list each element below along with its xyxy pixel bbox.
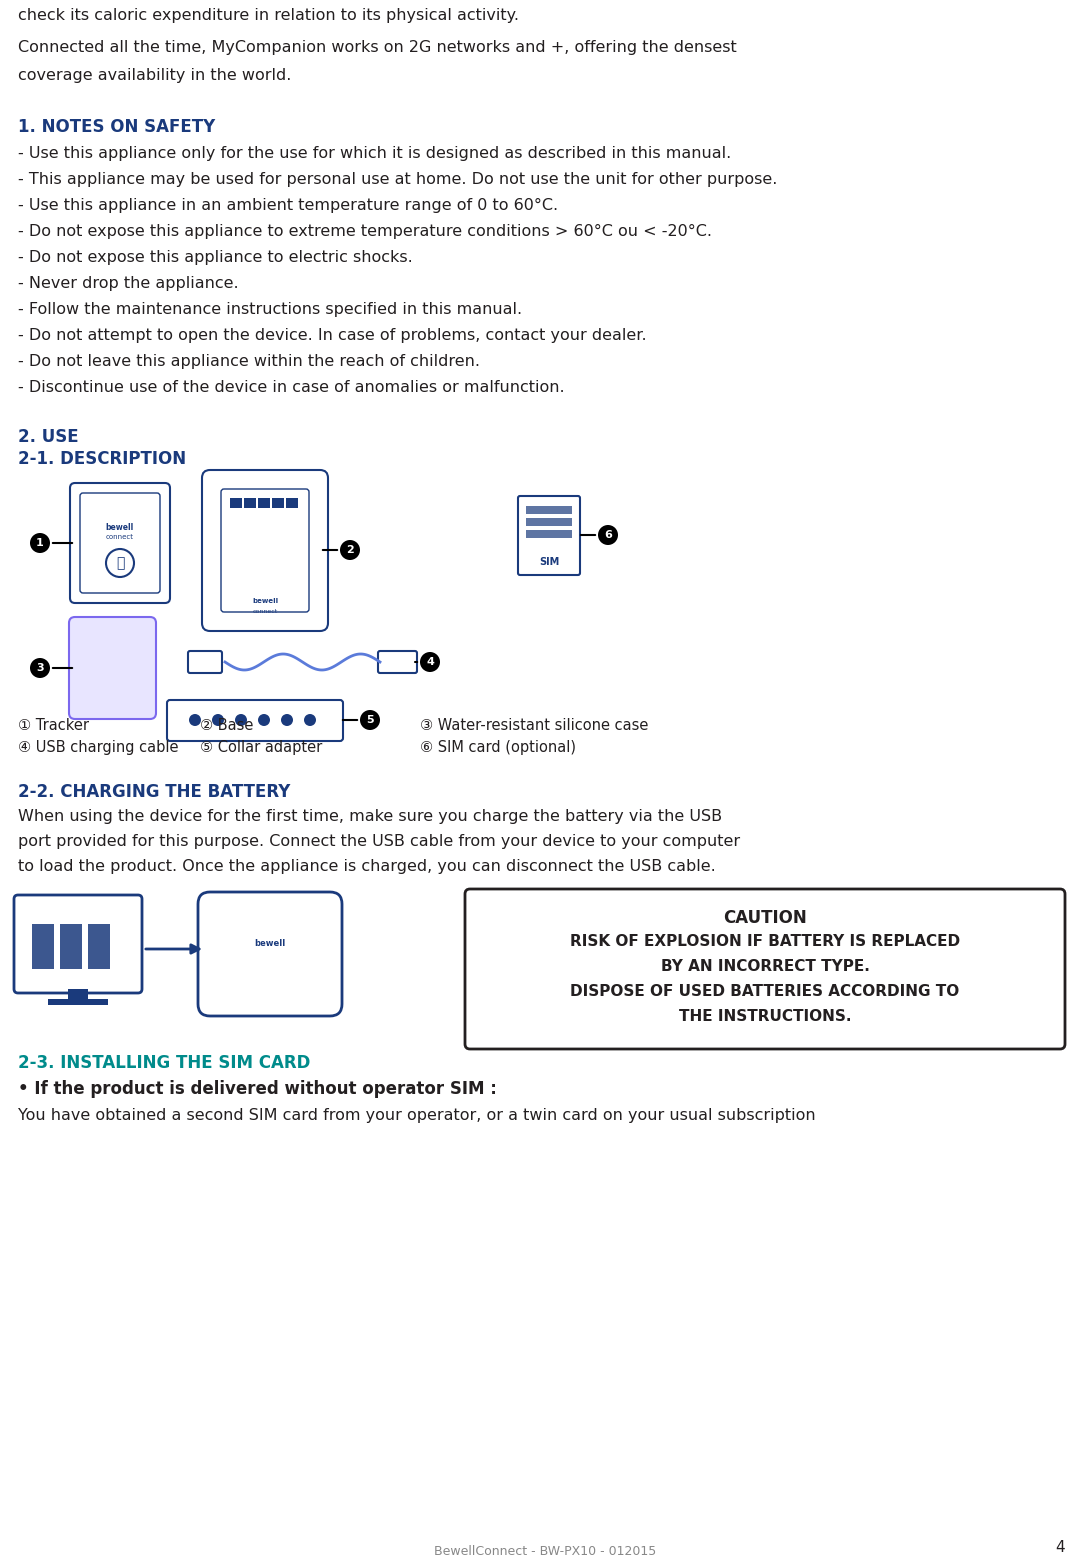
Circle shape <box>31 658 50 678</box>
Text: BY AN INCORRECT TYPE.: BY AN INCORRECT TYPE. <box>661 959 870 975</box>
Text: 2-2. CHARGING THE BATTERY: 2-2. CHARGING THE BATTERY <box>19 783 290 801</box>
Text: 2. USE: 2. USE <box>19 428 78 447</box>
Bar <box>526 506 572 514</box>
Circle shape <box>304 714 316 726</box>
Text: - Use this appliance only for the use for which it is designed as described in t: - Use this appliance only for the use fo… <box>19 145 731 161</box>
Text: port provided for this purpose. Connect the USB cable from your device to your c: port provided for this purpose. Connect … <box>19 834 740 850</box>
Text: ④ USB charging cable: ④ USB charging cable <box>19 740 179 754</box>
Circle shape <box>420 651 440 672</box>
FancyBboxPatch shape <box>80 494 160 594</box>
FancyBboxPatch shape <box>187 651 222 673</box>
Bar <box>68 989 88 1001</box>
FancyBboxPatch shape <box>198 892 342 1015</box>
Circle shape <box>211 714 225 726</box>
Text: ③ Water-resistant silicone case: ③ Water-resistant silicone case <box>420 719 649 733</box>
Text: - Follow the maintenance instructions specified in this manual.: - Follow the maintenance instructions sp… <box>19 301 522 317</box>
Text: 5: 5 <box>366 715 374 725</box>
Text: • If the product is delivered without operator SIM :: • If the product is delivered without op… <box>19 1079 497 1098</box>
Text: coverage availability in the world.: coverage availability in the world. <box>19 69 291 83</box>
Text: THE INSTRUCTIONS.: THE INSTRUCTIONS. <box>679 1009 851 1025</box>
Text: 1. NOTES ON SAFETY: 1. NOTES ON SAFETY <box>19 119 215 136</box>
Text: - Do not leave this appliance within the reach of children.: - Do not leave this appliance within the… <box>19 355 480 369</box>
Text: ⏻: ⏻ <box>116 556 124 570</box>
FancyBboxPatch shape <box>14 895 142 993</box>
Text: RISK OF EXPLOSION IF BATTERY IS REPLACED: RISK OF EXPLOSION IF BATTERY IS REPLACED <box>570 934 960 950</box>
Bar <box>48 1000 108 1004</box>
Text: - Discontinue use of the device in case of anomalies or malfunction.: - Discontinue use of the device in case … <box>19 380 565 395</box>
Bar <box>526 530 572 537</box>
Text: - Do not expose this appliance to electric shocks.: - Do not expose this appliance to electr… <box>19 250 413 266</box>
Text: BewellConnect - BW-PX10 - 012015: BewellConnect - BW-PX10 - 012015 <box>434 1545 656 1557</box>
Bar <box>244 498 256 508</box>
Text: - This appliance may be used for personal use at home. Do not use the unit for o: - This appliance may be used for persona… <box>19 172 777 187</box>
Text: - Do not expose this appliance to extreme temperature conditions > 60°C ou < -20: - Do not expose this appliance to extrem… <box>19 223 712 239</box>
FancyBboxPatch shape <box>202 470 328 631</box>
Text: SIM: SIM <box>538 558 559 567</box>
Text: bewell: bewell <box>252 598 278 604</box>
Bar <box>286 498 298 508</box>
Text: - Use this appliance in an ambient temperature range of 0 to 60°C.: - Use this appliance in an ambient tempe… <box>19 198 558 212</box>
Text: When using the device for the first time, make sure you charge the battery via t: When using the device for the first time… <box>19 809 723 825</box>
FancyBboxPatch shape <box>518 497 580 575</box>
Bar <box>230 498 242 508</box>
Text: - Never drop the appliance.: - Never drop the appliance. <box>19 276 239 291</box>
Circle shape <box>235 714 247 726</box>
Text: check its caloric expenditure in relation to its physical activity.: check its caloric expenditure in relatio… <box>19 8 519 23</box>
Text: connect: connect <box>253 609 278 614</box>
Bar <box>60 925 82 968</box>
FancyBboxPatch shape <box>221 489 308 612</box>
FancyBboxPatch shape <box>69 617 156 719</box>
Circle shape <box>258 714 270 726</box>
Text: 2-1. DESCRIPTION: 2-1. DESCRIPTION <box>19 450 186 469</box>
Bar <box>526 519 572 526</box>
Text: 6: 6 <box>604 530 611 540</box>
Circle shape <box>281 714 293 726</box>
Circle shape <box>189 714 201 726</box>
Text: ① Tracker: ① Tracker <box>19 719 89 733</box>
Text: 3: 3 <box>36 662 44 673</box>
Text: - Do not attempt to open the device. In case of problems, contact your dealer.: - Do not attempt to open the device. In … <box>19 328 646 344</box>
Text: Connected all the time, MyCompanion works on 2G networks and +, offering the den: Connected all the time, MyCompanion work… <box>19 41 737 55</box>
Text: bewell: bewell <box>254 939 286 948</box>
Text: You have obtained a second SIM card from your operator, or a twin card on your u: You have obtained a second SIM card from… <box>19 1107 815 1123</box>
FancyBboxPatch shape <box>465 889 1065 1050</box>
Bar <box>32 925 54 968</box>
Bar <box>88 925 110 968</box>
Circle shape <box>31 533 50 553</box>
Circle shape <box>598 525 618 545</box>
Text: connect: connect <box>106 534 134 540</box>
Text: DISPOSE OF USED BATTERIES ACCORDING TO: DISPOSE OF USED BATTERIES ACCORDING TO <box>570 984 959 1000</box>
Circle shape <box>360 711 380 729</box>
Circle shape <box>106 548 134 576</box>
Text: to load the product. Once the appliance is charged, you can disconnect the USB c: to load the product. Once the appliance … <box>19 859 716 875</box>
Text: 2: 2 <box>347 545 354 555</box>
Text: ② Base: ② Base <box>199 719 253 733</box>
Text: 4: 4 <box>426 658 434 667</box>
Text: 1: 1 <box>36 537 44 548</box>
Text: 2-3. INSTALLING THE SIM CARD: 2-3. INSTALLING THE SIM CARD <box>19 1054 311 1072</box>
FancyBboxPatch shape <box>378 651 417 673</box>
FancyBboxPatch shape <box>167 700 343 740</box>
Text: bewell: bewell <box>106 523 134 533</box>
Text: ⑥ SIM card (optional): ⑥ SIM card (optional) <box>420 740 576 754</box>
Bar <box>258 498 270 508</box>
Text: CAUTION: CAUTION <box>723 909 807 926</box>
Bar <box>272 498 284 508</box>
FancyBboxPatch shape <box>70 483 170 603</box>
Circle shape <box>340 540 360 561</box>
Text: ⑤ Collar adapter: ⑤ Collar adapter <box>199 740 323 754</box>
Text: 4: 4 <box>1055 1540 1065 1556</box>
